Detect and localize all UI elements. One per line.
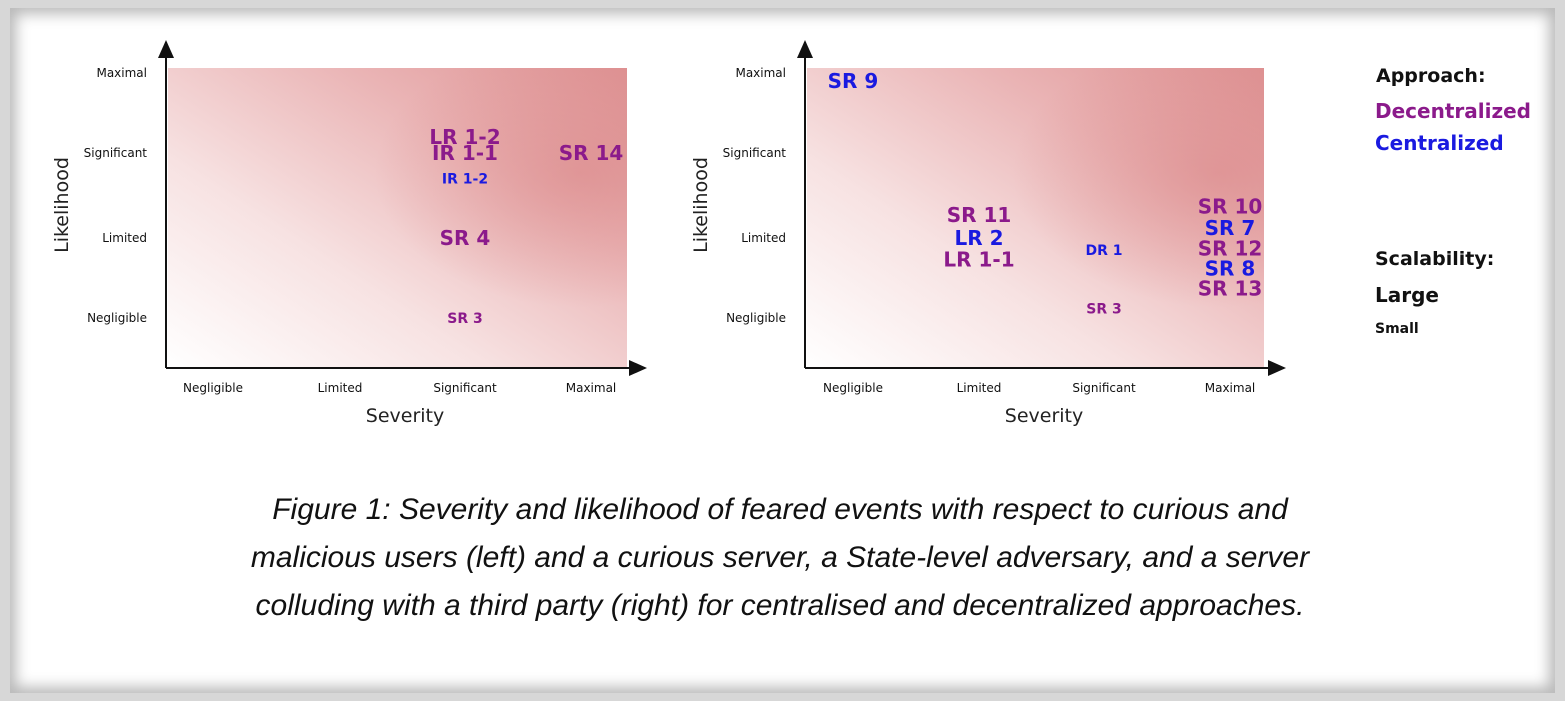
data-point-label: LR 2 bbox=[954, 226, 1003, 250]
figure-caption: Figure 1: Severity and likelihood of fea… bbox=[250, 493, 1310, 622]
x-tick-label: Significant bbox=[433, 381, 497, 395]
x-tick-label: Negligible bbox=[183, 381, 243, 395]
y-tick-label: Negligible bbox=[726, 311, 786, 325]
data-point-label: SR 11 bbox=[947, 203, 1012, 227]
legend-decentralized: Decentralized bbox=[1375, 99, 1531, 123]
data-point-label: SR 12 bbox=[1198, 236, 1263, 260]
legend-large: Large bbox=[1375, 283, 1439, 307]
chart-left: Likelihood Severity Negligible Limited Sig… bbox=[51, 40, 647, 427]
chart-right: Likelihood Severity Negligible Limited Sig… bbox=[690, 40, 1286, 427]
data-point-label: IR 1-1 bbox=[432, 141, 498, 165]
x-tick-label: Limited bbox=[318, 381, 363, 395]
x-axis-title: Severity bbox=[366, 405, 444, 427]
y-tick-label: Significant bbox=[723, 146, 787, 160]
data-point-label: DR 1 bbox=[1085, 243, 1122, 259]
y-tick-label: Limited bbox=[102, 231, 147, 245]
data-point-label: SR 9 bbox=[828, 69, 879, 93]
legend: Approach: Decentralized Centralized Scal… bbox=[1375, 65, 1531, 337]
heatmap-hotspot bbox=[807, 68, 1264, 367]
x-axis-title: Severity bbox=[1005, 405, 1083, 427]
data-point-label: SR 13 bbox=[1198, 276, 1263, 300]
data-point-label: SR 8 bbox=[1205, 256, 1256, 280]
heatmap-hotspot bbox=[168, 68, 627, 367]
data-point-label: LR 1-1 bbox=[943, 248, 1014, 272]
data-point-label: SR 14 bbox=[559, 141, 624, 165]
data-point-label: SR 7 bbox=[1205, 216, 1256, 240]
x-tick-label: Maximal bbox=[1205, 381, 1256, 395]
data-point-label: SR 10 bbox=[1198, 195, 1263, 219]
x-tick-label: Maximal bbox=[566, 381, 617, 395]
y-tick-label: Significant bbox=[84, 146, 148, 160]
data-point-label: LR 1-2 bbox=[429, 125, 500, 149]
y-axis-title: Likelihood bbox=[690, 157, 712, 253]
y-tick-label: Maximal bbox=[96, 66, 147, 80]
data-point-label: SR 3 bbox=[1086, 301, 1121, 317]
legend-approach-title: Approach: bbox=[1376, 65, 1486, 87]
y-axis-title: Likelihood bbox=[51, 157, 73, 253]
data-point-label: SR 4 bbox=[440, 226, 491, 250]
legend-scalability-title: Scalability: bbox=[1375, 248, 1494, 270]
x-tick-label: Significant bbox=[1072, 381, 1136, 395]
x-tick-label: Limited bbox=[957, 381, 1002, 395]
data-point-label: SR 3 bbox=[447, 311, 482, 327]
y-tick-label: Maximal bbox=[735, 66, 786, 80]
y-tick-label: Limited bbox=[741, 231, 786, 245]
data-point-label: IR 1-2 bbox=[442, 172, 488, 188]
y-tick-label: Negligible bbox=[87, 311, 147, 325]
x-tick-label: Negligible bbox=[823, 381, 883, 395]
legend-small: Small bbox=[1375, 321, 1419, 337]
legend-centralized: Centralized bbox=[1375, 131, 1504, 155]
